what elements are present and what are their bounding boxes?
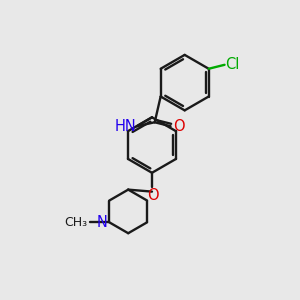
Text: Cl: Cl — [226, 57, 240, 72]
Text: CH₃: CH₃ — [64, 216, 88, 229]
Text: O: O — [147, 188, 159, 202]
Text: O: O — [173, 119, 185, 134]
Text: HN: HN — [114, 119, 136, 134]
Text: N: N — [97, 215, 107, 230]
